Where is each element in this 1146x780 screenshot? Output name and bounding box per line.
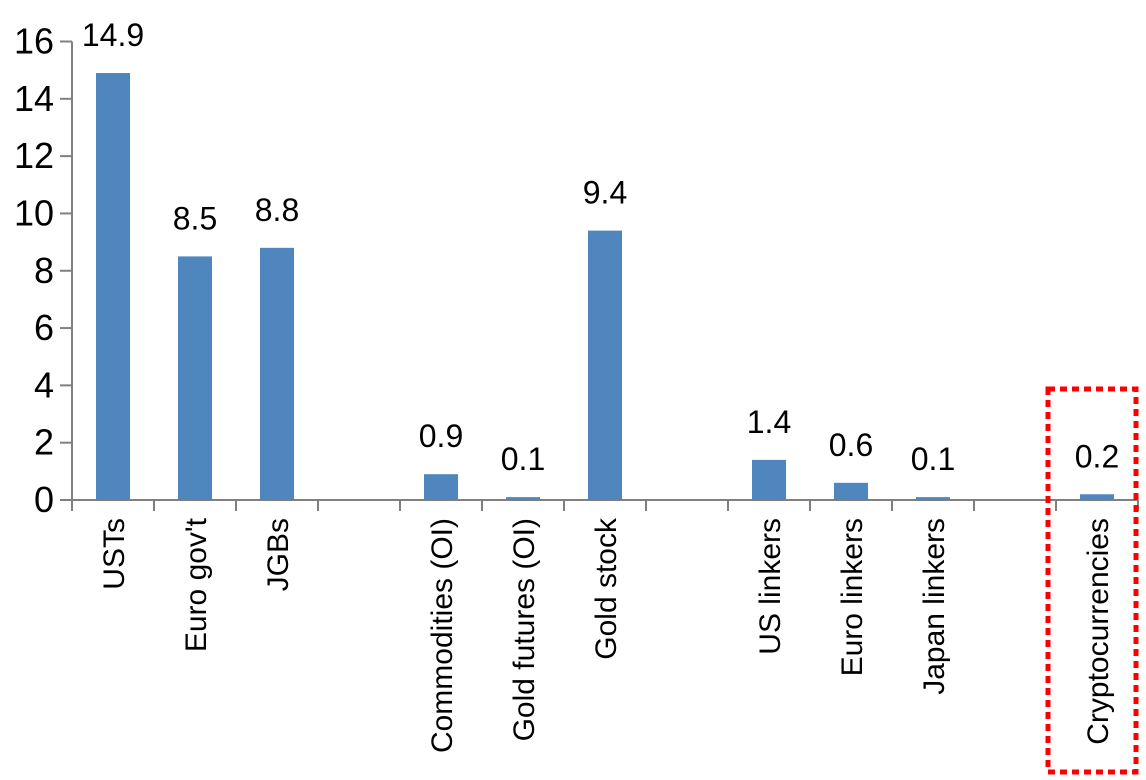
bar-value-label: 0.1 bbox=[501, 441, 545, 477]
x-category-label: Japan linkers bbox=[918, 518, 951, 695]
bar-japan-linkers bbox=[916, 497, 950, 500]
y-axis-tick-label: 6 bbox=[34, 307, 54, 348]
y-axis-tick-label: 0 bbox=[34, 479, 54, 520]
y-axis-tick-label: 8 bbox=[34, 250, 54, 291]
highlight-box bbox=[1045, 386, 1139, 775]
x-category-label: JGBs bbox=[262, 518, 295, 591]
bar-euro-linkers bbox=[834, 482, 868, 500]
y-axis-tick-label: 10 bbox=[14, 192, 54, 233]
x-category-label: Gold stock bbox=[590, 517, 623, 660]
bar-gold-futures-oi bbox=[506, 497, 540, 500]
y-axis-tick-label: 14 bbox=[14, 78, 54, 119]
bar-jgbs bbox=[260, 247, 294, 500]
bar-usts bbox=[96, 73, 130, 500]
y-axis-tick-label: 4 bbox=[34, 364, 54, 405]
bar-value-label: 0.1 bbox=[911, 441, 955, 477]
bar-value-label: 0.6 bbox=[829, 427, 873, 463]
bar-value-label: 0.9 bbox=[419, 418, 463, 454]
x-category-label: Commodities (OI) bbox=[426, 518, 459, 753]
y-axis-tick-label: 16 bbox=[14, 21, 54, 62]
bar-cryptocurrencies bbox=[1080, 494, 1114, 500]
bar-euro-gov-t bbox=[178, 256, 212, 500]
x-category-label: Euro gov't bbox=[180, 517, 213, 652]
x-category-label: Gold futures (OI) bbox=[508, 518, 541, 741]
bar-commodities-oi bbox=[424, 474, 458, 500]
bar-gold-stock bbox=[588, 230, 622, 500]
x-category-label: Euro linkers bbox=[836, 518, 869, 676]
x-category-label: US linkers bbox=[754, 518, 787, 655]
bar-value-label: 9.4 bbox=[583, 175, 627, 211]
y-axis-tick-label: 2 bbox=[34, 422, 54, 463]
x-category-label: USTs bbox=[98, 518, 131, 590]
bar-value-label: 8.5 bbox=[173, 200, 217, 236]
bar-us-linkers bbox=[752, 459, 786, 500]
bar-value-label: 0.2 bbox=[1075, 438, 1119, 474]
bar-value-label: 8.8 bbox=[255, 192, 299, 228]
x-category-label: Cryptocurrencies bbox=[1082, 518, 1115, 745]
bar-value-label: 1.4 bbox=[747, 404, 791, 440]
bar-value-label: 14.9 bbox=[82, 17, 144, 53]
y-axis-tick-label: 12 bbox=[14, 135, 54, 176]
